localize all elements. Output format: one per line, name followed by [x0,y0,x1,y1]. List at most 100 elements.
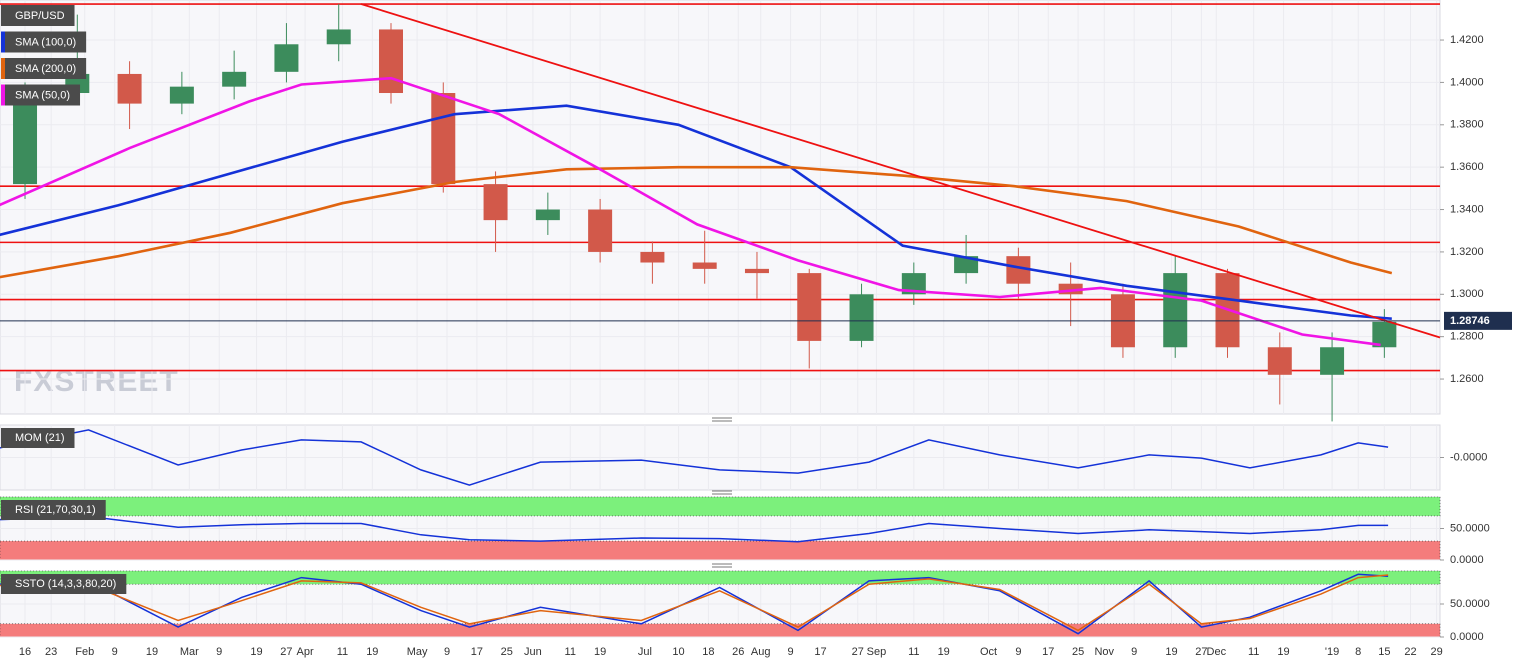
x-tick-label: 10 [672,646,684,658]
legend-label: SMA (50,0) [15,89,70,101]
legend-swatch [1,58,5,79]
candle-body [483,184,508,221]
series-line [0,104,1392,320]
legend-swatch [1,84,5,106]
y-tick-label: 1.4000 [1450,76,1484,88]
series-line [0,574,1389,632]
y-tick-label: 50.0000 [1450,522,1490,534]
x-tick-label: 9 [216,646,222,658]
x-tick-label: 9 [112,646,118,658]
x-tick-label: 19 [366,646,378,658]
x-tick-label: 19 [938,646,950,658]
candle-body [13,93,38,185]
series-line [0,76,1381,347]
y-tick-label: 1.4200 [1450,34,1484,46]
x-tick-label: 8 [1355,646,1361,658]
x-tick-label: 19 [594,646,606,658]
x-tick-label: 18 [702,646,714,658]
last-price-label: 1.28746 [1450,315,1490,327]
x-tick-label: 11 [337,646,348,658]
x-tick-label: 25 [1072,646,1084,658]
candle-body [692,262,717,269]
y-tick-label: 0.0000 [1450,554,1484,566]
x-tick-label: 9 [444,646,450,658]
x-tick-label: 15 [1378,646,1390,658]
candle-body [274,44,299,72]
indicator-box [1,574,127,594]
candle-body [1320,347,1345,375]
y-tick-label: 1.2800 [1450,331,1484,343]
x-tick-label: Mar [180,646,199,658]
indicator-label: MOM (21) [15,432,65,444]
x-tick-label: 11 [565,646,576,658]
candle-body [378,29,403,94]
legend-box [1,84,81,106]
candle-body [222,71,247,87]
zone [0,623,1441,638]
x-tick-label: 27 [852,646,864,658]
x-tick-label: 25 [501,646,513,658]
legend-box [1,58,87,79]
candle-body [535,209,560,221]
x-tick-label: 29 [1431,646,1443,658]
candle-body [901,273,926,295]
x-tick-label: 9 [788,646,794,658]
indicator-box [1,428,75,448]
x-tick-label: Apr [297,646,314,658]
x-tick-label: 16 [19,646,31,658]
x-tick-label: 19 [146,646,158,658]
y-tick-label: 1.3800 [1450,119,1484,131]
x-tick-label: '19 [1325,646,1339,658]
candle-body [849,294,874,341]
x-tick-label: 19 [250,646,262,658]
x-tick-label: 11 [908,646,919,658]
y-tick-label: 50.0000 [1450,598,1490,610]
zone [0,570,1441,585]
candle-body [640,251,665,263]
trend-line [360,3,1441,339]
x-tick-label: Aug [751,646,771,658]
legend-label: GBP/USD [15,10,65,22]
y-tick-label: 1.3600 [1450,161,1484,173]
candle-body [797,273,822,341]
x-tick-label: 23 [45,646,57,658]
x-tick-label: 27 [280,646,292,658]
x-tick-label: 26 [732,646,744,658]
price-panel [0,0,1441,415]
candle-body [117,73,142,104]
last-price-box [1444,311,1512,330]
legend-box [1,31,87,53]
x-tick-label: 27 [1195,646,1207,658]
y-tick-label: -0.0000 [1450,451,1487,463]
candle-body [588,209,613,252]
candle-body [1058,283,1083,295]
series-line [0,165,1393,279]
legend-swatch [1,31,5,53]
zone [0,496,1441,517]
legend-box [1,5,75,26]
x-tick-label: Oct [980,646,997,658]
y-tick-label: 0.0000 [1450,631,1484,643]
x-tick-label: Jul [638,646,652,658]
x-tick-label: 22 [1404,646,1416,658]
y-tick-label: 1.3400 [1450,203,1484,215]
candle-body [326,29,351,45]
x-tick-label: Dec [1207,646,1227,658]
candle-body [1267,347,1292,375]
x-tick-label: 9 [1015,646,1021,658]
candle-body [431,93,456,185]
x-tick-label: May [407,646,428,658]
x-tick-label: 17 [471,646,483,658]
y-tick-label: 1.3200 [1450,246,1484,258]
indicator-label: RSI (21,70,30,1) [15,504,96,516]
zone [0,540,1441,561]
candle-body [1163,273,1188,348]
x-tick-label: Sep [867,646,887,658]
candle-body [1372,321,1397,348]
panel-handles[interactable] [712,417,732,568]
x-tick-label: 19 [1277,646,1289,658]
x-tick-label: 17 [814,646,826,658]
candle-body [954,256,979,274]
series-line [0,515,1389,543]
